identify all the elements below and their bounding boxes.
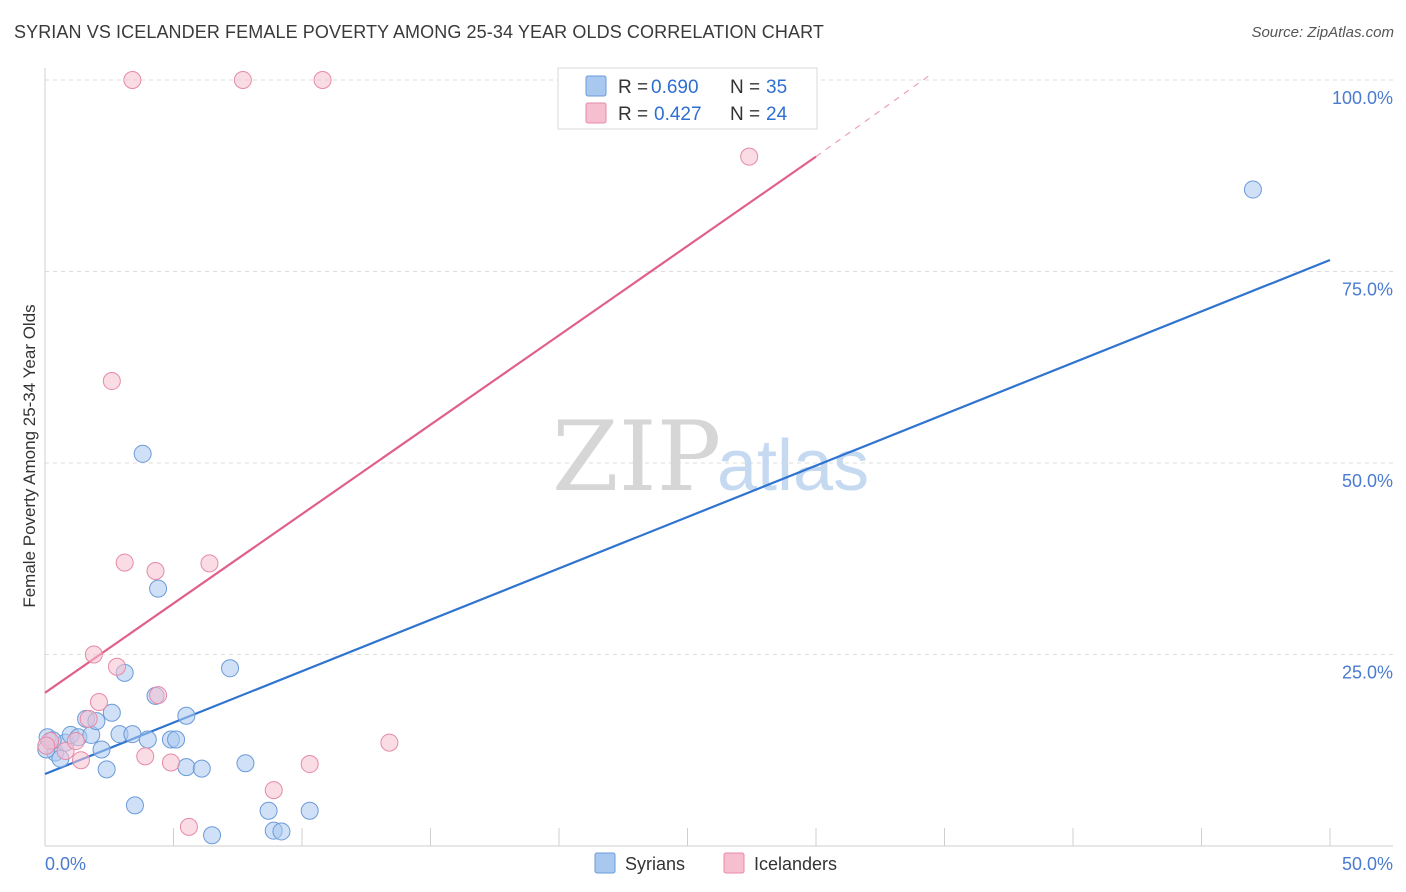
point-syrians bbox=[138, 730, 157, 749]
point-syrians bbox=[236, 754, 255, 773]
point-icelanders bbox=[79, 709, 98, 728]
point-icelanders bbox=[380, 733, 399, 752]
point-icelanders bbox=[71, 751, 90, 770]
point-icelanders bbox=[161, 753, 180, 772]
watermark: ZIP atlas bbox=[552, 401, 869, 513]
trend-line-syrians bbox=[44, 258, 1331, 776]
legend-r-label-syrians: R = bbox=[618, 77, 648, 98]
legend: R = 0.690 N = 35 R = 0.427 N = 24 bbox=[557, 67, 818, 130]
point-icelanders bbox=[146, 562, 165, 581]
point-syrians bbox=[167, 730, 186, 749]
point-syrians bbox=[177, 706, 196, 725]
point-icelanders bbox=[300, 755, 319, 774]
point-icelanders bbox=[740, 147, 759, 166]
point-syrians bbox=[125, 796, 144, 815]
point-syrians bbox=[221, 659, 240, 678]
y-tick-label: 75.0% bbox=[1342, 280, 1393, 300]
y-tick-label: 50.0% bbox=[1342, 471, 1393, 491]
legend-r-label-icelanders: R = bbox=[618, 104, 648, 125]
trend-line-icelanders bbox=[44, 155, 817, 694]
point-icelanders bbox=[123, 71, 142, 89]
legend-swatch-icelanders bbox=[585, 102, 607, 124]
y-tick-label: 100.0% bbox=[1332, 88, 1393, 108]
source-credit: Source: ZipAtlas.com bbox=[1251, 24, 1394, 41]
point-syrians bbox=[149, 579, 168, 598]
tick-labels: 25.0% 50.0% 75.0% 100.0% 0.0% 50.0% bbox=[45, 88, 1393, 874]
y-tick-label: 25.0% bbox=[1342, 663, 1393, 683]
bottom-legend-swatch-icelanders bbox=[723, 852, 745, 874]
chart-title: SYRIAN VS ICELANDER FEMALE POVERTY AMONG… bbox=[14, 22, 824, 42]
point-syrians bbox=[272, 822, 291, 841]
legend-r-value-icelanders: 0.427 bbox=[654, 104, 702, 125]
watermark-atlas: atlas bbox=[717, 426, 869, 506]
watermark-zip: ZIP bbox=[552, 401, 721, 513]
legend-n-label-syrians: N = bbox=[730, 77, 760, 98]
point-icelanders bbox=[107, 657, 126, 676]
legend-swatch-syrians bbox=[585, 75, 607, 97]
point-icelanders bbox=[37, 736, 56, 755]
trend-lines bbox=[44, 73, 1331, 776]
point-syrians bbox=[97, 760, 116, 779]
bottom-legend-label-icelanders: Icelanders bbox=[754, 854, 837, 874]
point-icelanders bbox=[264, 781, 283, 800]
bottom-legend: Syrians Icelanders bbox=[594, 852, 837, 874]
legend-n-value-syrians: 35 bbox=[766, 77, 787, 98]
trend-line-icelanders-extension bbox=[815, 73, 932, 158]
point-syrians bbox=[102, 703, 121, 722]
y-axis-label: Female Poverty Among 25-34 Year Olds bbox=[20, 304, 39, 607]
point-icelanders bbox=[136, 747, 155, 766]
bottom-legend-label-syrians: Syrians bbox=[625, 854, 685, 874]
point-syrians bbox=[177, 758, 196, 777]
axes bbox=[44, 68, 1393, 847]
data-points bbox=[37, 71, 1262, 845]
point-syrians bbox=[203, 826, 222, 845]
point-syrians bbox=[123, 725, 142, 744]
point-icelanders bbox=[102, 372, 121, 391]
legend-n-label-icelanders: N = bbox=[730, 104, 760, 125]
x-tick-label: 0.0% bbox=[45, 854, 86, 874]
point-icelanders bbox=[89, 692, 108, 711]
point-icelanders bbox=[200, 554, 219, 573]
x-tick-label: 50.0% bbox=[1342, 854, 1393, 874]
grid-lines bbox=[45, 79, 1393, 655]
point-syrians bbox=[92, 740, 111, 759]
point-icelanders bbox=[66, 732, 85, 751]
point-icelanders bbox=[233, 71, 252, 89]
point-icelanders bbox=[149, 686, 168, 705]
point-syrians bbox=[259, 801, 278, 820]
point-icelanders bbox=[313, 71, 332, 89]
point-syrians bbox=[133, 444, 152, 463]
point-icelanders bbox=[84, 645, 103, 664]
point-icelanders bbox=[179, 817, 198, 836]
legend-r-value-syrians: 0.690 bbox=[651, 77, 699, 98]
legend-n-value-icelanders: 24 bbox=[766, 104, 788, 125]
point-icelanders bbox=[115, 553, 134, 572]
bottom-legend-swatch-syrians bbox=[594, 852, 616, 874]
point-syrians bbox=[192, 759, 211, 778]
point-syrians bbox=[1243, 180, 1262, 199]
point-syrians bbox=[300, 801, 319, 820]
